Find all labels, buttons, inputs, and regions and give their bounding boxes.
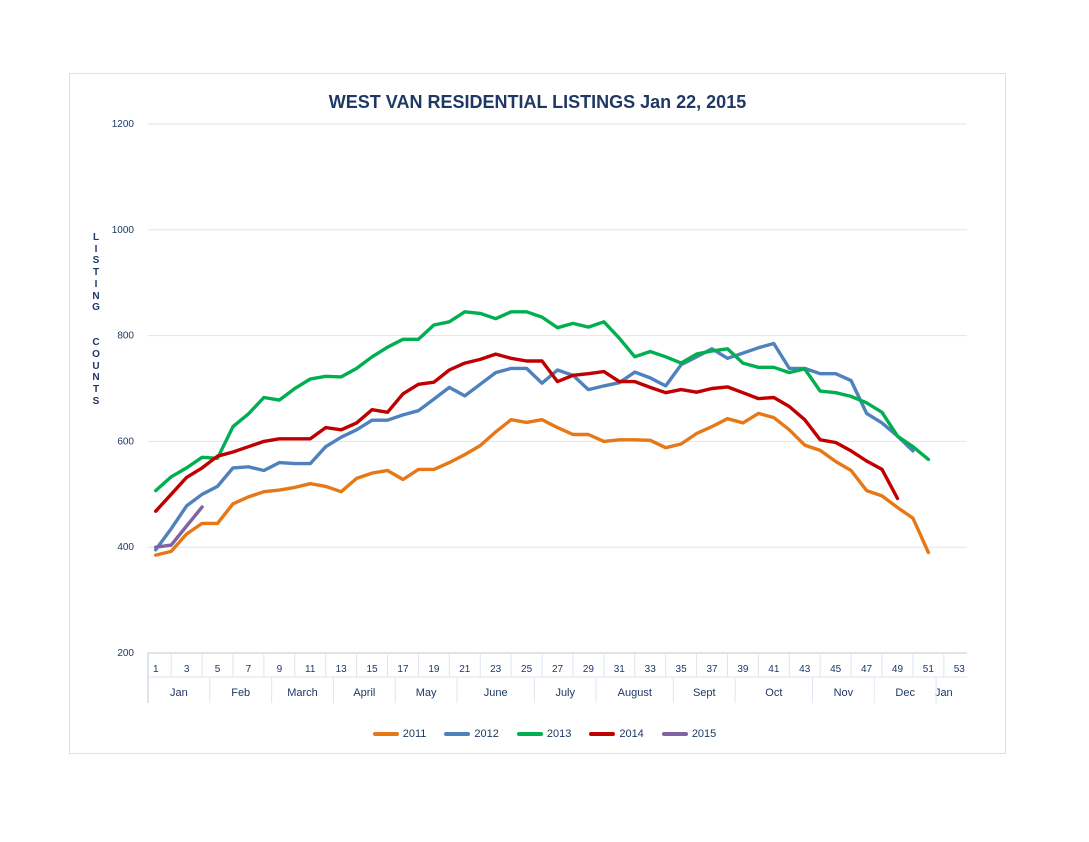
x-tick-label: 25 [521,664,533,675]
x-tick-label: 49 [892,664,904,675]
y-axis-label-letter: G [92,302,100,314]
chart-legend: 2011 2012 2013 2014 2015 [0,728,1089,740]
chart-title: WEST VAN RESIDENTIAL LISTINGS Jan 22, 20… [328,92,747,112]
y-axis-label-letter: T [92,267,100,279]
x-tick-label: 13 [336,664,348,675]
series-lines [153,310,931,557]
x-tick-label: 29 [583,664,595,675]
x-tick-label: 15 [367,664,379,675]
gridlines: 200 400 600 800 1000 1200 [112,119,967,659]
y-axis-label-letter: U [92,360,100,372]
x-tick-label: 5 [215,664,221,675]
x-tick-label: 35 [676,664,688,675]
y-axis-label-letter: C [92,337,100,349]
y-tick-label: 800 [117,331,134,342]
x-tick-label: 43 [799,664,811,675]
month-label: Jan [935,687,953,699]
series-line-2014 [153,352,900,513]
series-line-2011 [153,411,931,557]
y-axis-label-letter: S [92,255,100,267]
y-axis-label-letter: L [92,232,100,243]
y-tick-label: 200 [117,648,134,659]
x-tick-label: 33 [645,664,657,675]
x-tick-label: 23 [490,664,502,675]
y-tick-label: 1000 [112,225,135,236]
y-axis-label-letter: S [92,395,100,407]
legend-item-2014: 2014 [589,728,644,740]
legend-label: 2014 [619,728,644,740]
y-axis-label-letter: T [92,384,100,396]
x-tick-label: 11 [305,664,316,675]
legend-swatch [589,732,616,736]
series-line-2012 [153,341,915,552]
x-tick-label: 1 [153,664,159,675]
y-axis-label-letter: I [94,278,98,290]
legend-label: 2015 [691,728,717,740]
month-label: April [353,687,375,699]
y-axis-label-letter: N [92,372,100,384]
legend-swatch [661,732,688,736]
x-tick-label: 31 [614,664,626,675]
month-label: Sept [693,687,716,699]
legend-swatch [372,732,399,736]
x-tick-label: 3 [184,664,190,675]
x-tick-label: 39 [737,664,749,675]
x-axis: 1 3 5 7 9 11 13 15 17 19 21 23 25 27 29 31 33 35 37 39 41 43 4… [147,653,967,703]
month-label: Nov [834,687,854,699]
month-label: August [618,687,652,699]
legend-label: 2011 [402,728,427,740]
y-tick-label: 600 [117,436,134,447]
month-label: June [484,687,508,699]
x-tick-label: 51 [923,664,935,675]
x-tick-label: 47 [861,664,873,675]
x-tick-label: 17 [397,664,409,675]
month-label: Dec [895,687,915,699]
month-label: July [555,687,575,699]
legend-swatch [444,732,471,736]
x-tick-label: 37 [706,664,718,675]
month-label: Feb [231,687,250,699]
month-label: March [287,687,318,699]
x-tick-label: 53 [954,664,966,675]
legend-item-2015: 2015 [661,728,717,740]
x-tick-label: 21 [459,664,471,675]
legend-swatch [516,732,543,736]
x-tick-label: 7 [246,664,252,675]
legend-item-2012: 2012 [444,728,499,740]
x-tick-label: 41 [768,664,780,675]
y-axis-label-letter: I [94,243,98,255]
x-tick-label: 45 [830,664,842,675]
legend-label: 2012 [474,728,499,740]
y-tick-label: 1200 [112,119,135,130]
legend-item-2011: 2011 [372,728,427,740]
chart-frame [69,73,1006,754]
month-label: May [416,687,437,699]
y-axis-label-letter: O [92,349,100,361]
x-tick-label: 19 [428,664,440,675]
legend-label: 2013 [546,728,572,740]
month-label: Oct [765,687,782,699]
series-line-2013 [153,310,931,493]
y-axis-label-letter: N [92,290,100,302]
legend-item-2013: 2013 [516,728,572,740]
x-tick-label: 27 [552,664,564,675]
month-label: Jan [170,687,188,699]
y-tick-label: 400 [117,542,134,553]
series-line-2015 [153,505,204,549]
x-tick-label: 9 [277,664,283,675]
